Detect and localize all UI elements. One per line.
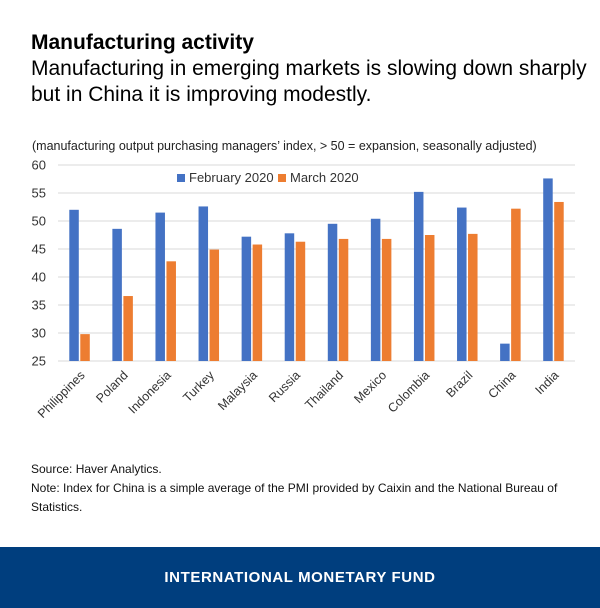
x-tick-label: Brazil <box>443 368 475 400</box>
source-text: Source: Haver Analytics. <box>31 462 162 476</box>
bar-chart: 25 30 35 40 45 50 55 60 Philippines PolandIndones… <box>32 158 575 421</box>
bar-feb <box>241 236 252 361</box>
legend-swatch <box>278 174 286 182</box>
imf-banner: INTERNATIONAL MONETARY FUND <box>0 547 600 608</box>
title-block: Manufacturing activity Manufacturing in … <box>31 30 591 108</box>
bar-feb <box>112 228 122 361</box>
x-tick-label: Poland <box>93 368 130 405</box>
x-tick-label: Colombia <box>385 368 432 415</box>
bar-mar <box>295 241 306 361</box>
y-tick-label: 30 <box>32 326 46 341</box>
x-tick-label: Indonesia <box>126 368 174 416</box>
y-tick-label: 55 <box>32 186 46 201</box>
footer-notes: Source: Haver Analytics. Note: Index for… <box>31 460 576 517</box>
legend-label: February 2020 <box>189 170 274 185</box>
bar-feb <box>500 343 510 361</box>
x-tick-label: India <box>533 368 562 397</box>
bar-feb <box>198 206 209 361</box>
x-tick-label: Russia <box>266 368 303 405</box>
y-tick-label: 50 <box>32 214 46 229</box>
bar-mar <box>252 244 263 361</box>
chart-title: Manufacturing activity <box>31 31 254 54</box>
y-tick-label: 25 <box>32 354 46 369</box>
legend-label: March 2020 <box>290 170 359 185</box>
chart-subtitle: Manufacturing in emerging markets is slo… <box>31 57 587 106</box>
y-tick-label: 60 <box>32 158 46 173</box>
bar-mar <box>381 238 392 361</box>
bar-mar <box>338 238 349 361</box>
imf-logo-text: INTERNATIONAL MONETARY FUND <box>164 569 436 586</box>
y-tick-label: 45 <box>32 242 46 257</box>
x-tick-label: Philippines <box>35 368 88 421</box>
bar-mar <box>554 201 564 361</box>
x-tick-label: China <box>485 368 518 401</box>
bar-feb <box>327 223 338 361</box>
y-tick-label: 35 <box>32 298 46 313</box>
bar-feb <box>69 209 79 361</box>
x-tick-label: Thailand <box>302 368 346 412</box>
x-tick-label: Mexico <box>351 368 389 406</box>
bar-feb <box>543 178 553 361</box>
bar-mar <box>123 296 133 361</box>
bar-mar <box>424 235 435 361</box>
bar-feb <box>413 191 424 361</box>
x-tick-label: Malaysia <box>215 368 260 413</box>
bar-mar <box>468 233 478 361</box>
bar-mar <box>511 208 521 361</box>
note-text: Note: Index for China is a simple averag… <box>31 481 558 514</box>
bar-feb <box>457 207 467 361</box>
chart-unit-note: (manufacturing output purchasing manager… <box>32 139 537 153</box>
bar-mar <box>166 261 176 361</box>
y-tick-label: 40 <box>32 270 46 285</box>
bar-feb <box>284 233 295 361</box>
legend-swatch <box>177 174 185 182</box>
bar-feb <box>370 218 381 361</box>
bar-feb <box>155 212 165 361</box>
x-tick-label: Turkey <box>180 368 217 405</box>
bar-mar <box>209 249 220 361</box>
bar-mar <box>80 334 90 361</box>
